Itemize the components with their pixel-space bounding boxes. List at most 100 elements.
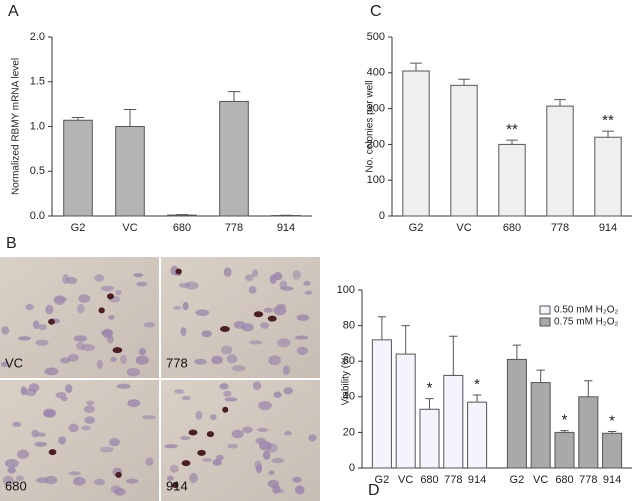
cell-nucleus	[282, 365, 290, 375]
x-tick-label: 778	[551, 222, 569, 234]
error-bar	[554, 99, 566, 107]
cell-nucleus	[211, 355, 223, 365]
cell-nucleus	[58, 436, 67, 445]
y-tick-label: 100	[337, 284, 355, 296]
bar	[371, 339, 392, 469]
cell-nucleus	[294, 485, 305, 495]
bar	[602, 432, 623, 469]
cell-nucleus	[28, 383, 40, 393]
image-label: 680	[5, 478, 27, 493]
panel-label: C	[370, 3, 382, 20]
cell-nucleus	[15, 475, 24, 482]
cell-nucleus	[44, 475, 58, 485]
stained-cell	[115, 471, 122, 478]
cell-nucleus	[67, 353, 79, 362]
legend-label: 0.75 mM H₂O₂	[554, 317, 619, 328]
y-tick-label: 80	[343, 320, 355, 332]
x-tick-label: G2	[375, 474, 390, 486]
bar	[219, 100, 249, 217]
cell-nucleus	[195, 309, 210, 316]
x-tick-label: 914	[468, 474, 486, 486]
bar	[594, 136, 622, 217]
error-bar	[425, 398, 434, 410]
cell-nucleus	[263, 450, 271, 460]
cell-nucleus	[182, 302, 189, 311]
cell-nucleus	[219, 383, 229, 390]
cell-nucleus	[212, 458, 222, 466]
cell-nucleus	[145, 457, 154, 466]
cell-nucleus	[17, 336, 32, 341]
cell-nucleus	[110, 485, 122, 494]
cell-nucleus	[116, 383, 131, 389]
significance: **	[506, 121, 518, 138]
error-bar	[472, 394, 482, 403]
cell-nucleus	[83, 405, 96, 413]
cell-nucleus	[34, 441, 47, 447]
error-bar	[410, 62, 422, 72]
cell-nucleus	[209, 414, 217, 421]
x-tick-label: 778	[444, 474, 462, 486]
bar	[506, 358, 527, 469]
error-bar	[123, 108, 137, 127]
y-tick-label: 2.0	[30, 31, 45, 43]
cell-nucleus	[280, 286, 294, 291]
cell-nucleus	[172, 305, 182, 310]
y-axis-label: No. colonies per well	[365, 80, 376, 172]
y-tick-label: 200	[367, 138, 385, 150]
y-tick-label: 60	[343, 355, 355, 367]
bar	[498, 143, 526, 217]
stained-cell	[175, 268, 182, 275]
cell-nucleus	[292, 270, 301, 280]
y-axis-label: Normalized RBMY mRNA level	[11, 58, 22, 195]
cell-nucleus	[126, 367, 141, 377]
cell-nucleus	[260, 322, 270, 329]
x-tick-label: 778	[579, 474, 597, 486]
cell-nucleus	[102, 328, 113, 339]
stained-cell	[181, 460, 191, 467]
x-tick-label: 680	[503, 222, 521, 234]
y-tick-label: 300	[367, 103, 385, 115]
cell-nucleus	[166, 475, 174, 482]
cell-nucleus	[110, 356, 117, 363]
x-tick-label: G2	[409, 222, 424, 234]
significance: **	[602, 112, 614, 129]
y-tick-label: 20	[343, 426, 355, 438]
cell-nucleus	[181, 395, 191, 401]
cell-nucleus	[202, 458, 212, 463]
cell-nucleus	[263, 307, 273, 313]
cell-nucleus	[38, 324, 47, 331]
error-bar	[607, 431, 617, 434]
cell-nucleus	[304, 290, 313, 295]
image-label: 778	[166, 355, 188, 370]
error-bar	[536, 369, 545, 383]
bar	[554, 431, 575, 469]
cell-nucleus	[180, 327, 187, 336]
significance: *	[427, 380, 433, 397]
cell-nucleus	[251, 269, 259, 277]
cell-nucleus	[53, 295, 66, 305]
significance: *	[474, 376, 480, 393]
cell-nucleus	[284, 431, 292, 436]
bar	[419, 408, 440, 469]
legend-label: 0.50 mM H₂O₂	[554, 305, 619, 316]
cell-nucleus	[81, 425, 92, 431]
cell-nucleus	[68, 471, 81, 476]
cell-nucleus	[184, 281, 199, 290]
cell-nucleus	[194, 358, 207, 365]
cell-nucleus	[164, 444, 178, 449]
y-tick-label: 100	[367, 174, 385, 186]
cell-nucleus	[268, 355, 281, 366]
cell-nucleus	[224, 397, 238, 402]
stained-cell	[253, 311, 264, 318]
stained-cell	[267, 315, 277, 322]
x-tick-label: VC	[122, 222, 137, 234]
y-tick-label: 40	[343, 391, 355, 403]
stained-cell	[220, 325, 230, 332]
error-bar	[227, 91, 241, 102]
cell-nucleus	[115, 289, 122, 296]
significance: *	[562, 412, 568, 429]
cell-nucleus	[303, 280, 311, 286]
cell-nucleus	[231, 429, 244, 439]
